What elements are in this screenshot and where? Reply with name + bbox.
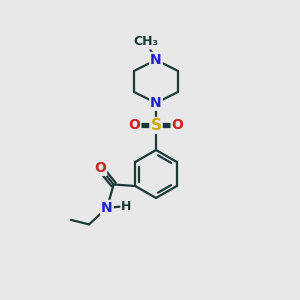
Text: O: O <box>128 118 140 132</box>
Text: CH₃: CH₃ <box>133 35 158 49</box>
Text: S: S <box>151 118 161 133</box>
Text: N: N <box>101 201 113 215</box>
Text: H: H <box>121 200 131 213</box>
Text: N: N <box>150 96 162 110</box>
Text: O: O <box>94 161 106 175</box>
Text: N: N <box>150 53 162 67</box>
Text: O: O <box>172 118 184 132</box>
